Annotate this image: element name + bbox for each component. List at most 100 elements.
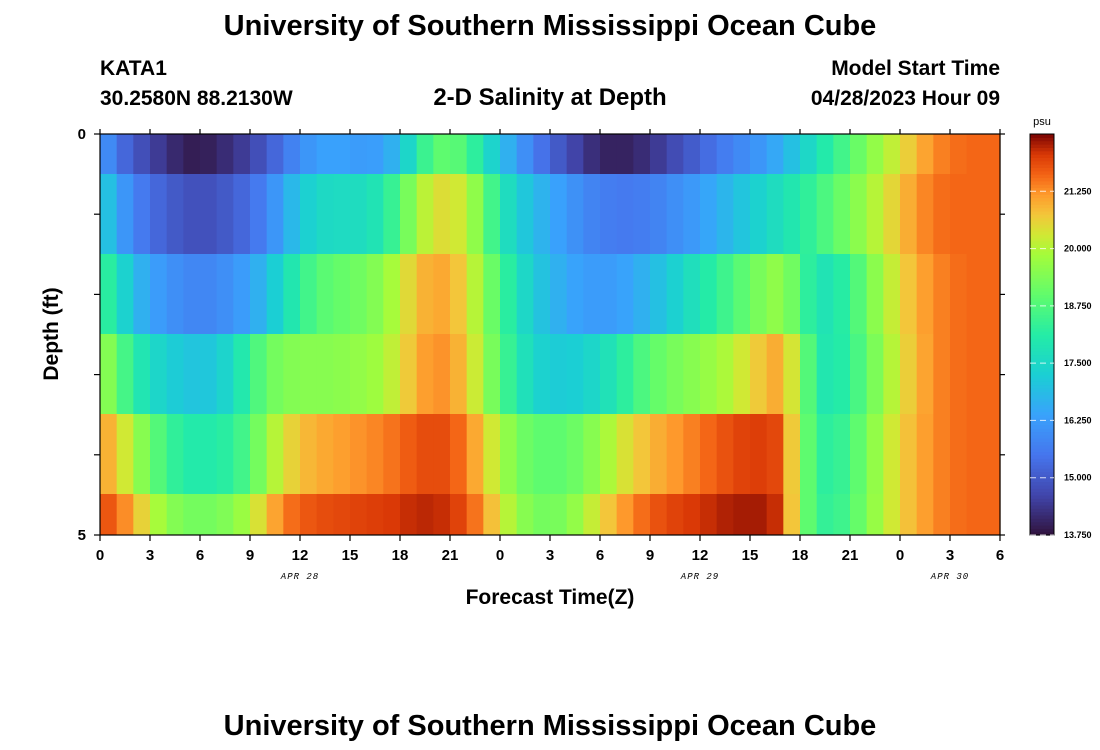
heatmap-cell xyxy=(766,494,784,535)
heatmap-cell xyxy=(900,134,918,174)
heatmap-cell xyxy=(250,174,268,254)
colorbar-segment xyxy=(1030,197,1054,202)
heatmap-cell xyxy=(616,174,634,254)
colorbar-segment xyxy=(1030,134,1054,138)
colorbar-segment xyxy=(1030,414,1054,419)
colorbar-segment xyxy=(1030,394,1054,399)
colorbar-segment xyxy=(1030,214,1054,219)
heatmap-cell xyxy=(750,174,768,254)
heatmap-cell xyxy=(383,334,401,414)
heatmap-cell xyxy=(933,414,951,494)
heatmap-cell xyxy=(133,494,151,535)
heatmap-cell xyxy=(783,414,801,494)
heatmap-cell xyxy=(666,254,684,334)
heatmap-cell xyxy=(866,134,884,174)
colorbar-segment xyxy=(1030,508,1054,513)
heatmap-cell xyxy=(466,174,484,254)
heatmap-cell xyxy=(350,334,368,414)
heatmap-cell xyxy=(866,334,884,414)
heatmap-cell xyxy=(516,134,534,174)
heatmap-cell xyxy=(666,174,684,254)
x-tick-label: 9 xyxy=(646,547,654,564)
heatmap-cell xyxy=(716,174,734,254)
x-tick-label: 21 xyxy=(442,547,459,564)
colorbar-segment xyxy=(1030,478,1054,483)
colorbar-segment xyxy=(1030,408,1054,412)
heatmap-cell xyxy=(550,334,568,414)
heatmap-cell xyxy=(833,134,851,174)
colorbar-segment xyxy=(1030,327,1054,332)
heatmap-cell xyxy=(266,174,284,254)
heatmap-cell xyxy=(583,414,601,494)
colorbar-segment xyxy=(1030,424,1054,429)
heatmap-cell xyxy=(433,494,451,535)
heatmap-cell xyxy=(716,254,734,334)
model-start-label: Model Start Time xyxy=(831,57,1000,80)
heatmap-cell xyxy=(450,134,468,174)
colorbar-segment xyxy=(1030,421,1054,426)
heatmap-cell xyxy=(266,134,284,174)
heatmap-cell xyxy=(533,494,551,535)
heatmap-cell xyxy=(666,134,684,174)
heatmap-cell xyxy=(933,494,951,535)
colorbar-segment xyxy=(1030,154,1054,158)
heatmap-cell xyxy=(400,414,418,494)
colorbar-segment xyxy=(1030,284,1054,289)
colorbar-segment xyxy=(1030,260,1054,265)
colorbar-segment xyxy=(1030,301,1054,306)
heatmap-cell xyxy=(866,254,884,334)
heatmap-cell xyxy=(883,174,901,254)
heatmap-cell xyxy=(800,494,818,535)
heatmap-cell xyxy=(733,134,751,174)
y-tick-label: 5 xyxy=(78,527,86,544)
heatmap-cell xyxy=(966,254,984,334)
colorbar: 13.750 15.000 16.250 17.500 18.750 20.000 21.2… xyxy=(1029,133,1092,540)
heatmap-cell xyxy=(383,174,401,254)
heatmap-cell xyxy=(733,174,751,254)
colorbar-segment xyxy=(1030,498,1054,503)
colorbar-segment xyxy=(1030,337,1054,342)
colorbar-segment xyxy=(1030,240,1054,245)
x-tick-label: 0 xyxy=(896,547,904,564)
heatmap-cell xyxy=(266,334,284,414)
heatmap-cell xyxy=(683,494,701,535)
heatmap-cell xyxy=(216,174,234,254)
heatmap-cell xyxy=(600,494,618,535)
heatmap-cell xyxy=(466,334,484,414)
colorbar-segment xyxy=(1030,297,1054,302)
heatmap-cell xyxy=(850,334,868,414)
heatmap-cell xyxy=(116,334,134,414)
colorbar-segment xyxy=(1030,364,1054,369)
heatmap-cell xyxy=(366,494,384,535)
colorbar-tick-label: 18.750 xyxy=(1064,301,1092,311)
heatmap-cell xyxy=(800,254,818,334)
heatmap-cell xyxy=(216,254,234,334)
colorbar-segment xyxy=(1030,321,1054,326)
heatmap-cell xyxy=(516,334,534,414)
heatmap-cell xyxy=(216,334,234,414)
heatmap-cell xyxy=(983,414,1001,494)
colorbar-segment xyxy=(1030,401,1054,406)
heatmap-cell xyxy=(816,334,834,414)
colorbar-segment xyxy=(1030,267,1054,272)
heatmap-cell xyxy=(350,134,368,174)
colorbar-segment xyxy=(1030,371,1054,376)
heatmap-cell xyxy=(450,334,468,414)
heatmap-cell xyxy=(183,254,201,334)
heatmap-cell xyxy=(816,174,834,254)
heatmap-cell xyxy=(716,334,734,414)
chart-title: University of Southern Mississippi Ocean… xyxy=(224,10,877,42)
heatmap-cell xyxy=(816,494,834,535)
heatmap-cell xyxy=(900,334,918,414)
heatmap-cell xyxy=(600,134,618,174)
station-location: 30.2580N 88.2130W xyxy=(100,87,293,110)
heatmap-cell xyxy=(483,134,501,174)
colorbar-segment xyxy=(1030,367,1054,372)
heatmap-cell xyxy=(483,494,501,535)
heatmap-cell xyxy=(500,174,518,254)
colorbar-segment xyxy=(1030,518,1054,523)
heatmap-cell xyxy=(650,414,668,494)
heatmap-cell xyxy=(350,174,368,254)
colorbar-segment xyxy=(1030,344,1054,349)
heatmap-cell xyxy=(250,414,268,494)
